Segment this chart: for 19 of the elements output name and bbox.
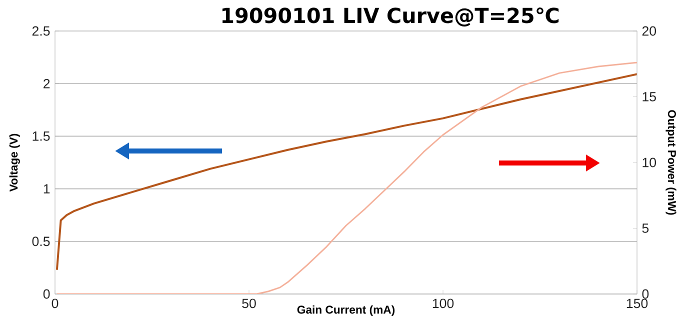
chart-title: 19090101 LIV Curve@T=25℃ — [222, 7, 559, 27]
x-tick-label: 50 — [242, 298, 256, 308]
x-tick-label: 100 — [432, 298, 454, 308]
y-tick-label: 1 — [44, 184, 50, 194]
y-axis-title: Voltage (V) — [9, 134, 20, 192]
y-tick-label: 1.5 — [32, 132, 50, 141]
x-axis-title: Gain Current (mA) — [297, 305, 395, 316]
y-tick-label: 0.5 — [32, 236, 50, 246]
y2-tick-label: 15 — [642, 92, 656, 102]
x-tick-label: 0 — [52, 298, 58, 308]
y2-tick-label: 5 — [642, 224, 649, 233]
y2-tick-label: 20 — [642, 26, 656, 36]
y2-tick-label: 10 — [642, 158, 656, 168]
y-tick-label: 0 — [43, 289, 50, 299]
y-tick-label: 2.5 — [32, 26, 50, 36]
y-tick-label: 2 — [44, 78, 50, 88]
y2-axis-title: Output Power (mW) — [666, 110, 676, 215]
y2-tick-label: 0 — [642, 289, 649, 299]
x-tick-label: 150 — [626, 298, 648, 308]
